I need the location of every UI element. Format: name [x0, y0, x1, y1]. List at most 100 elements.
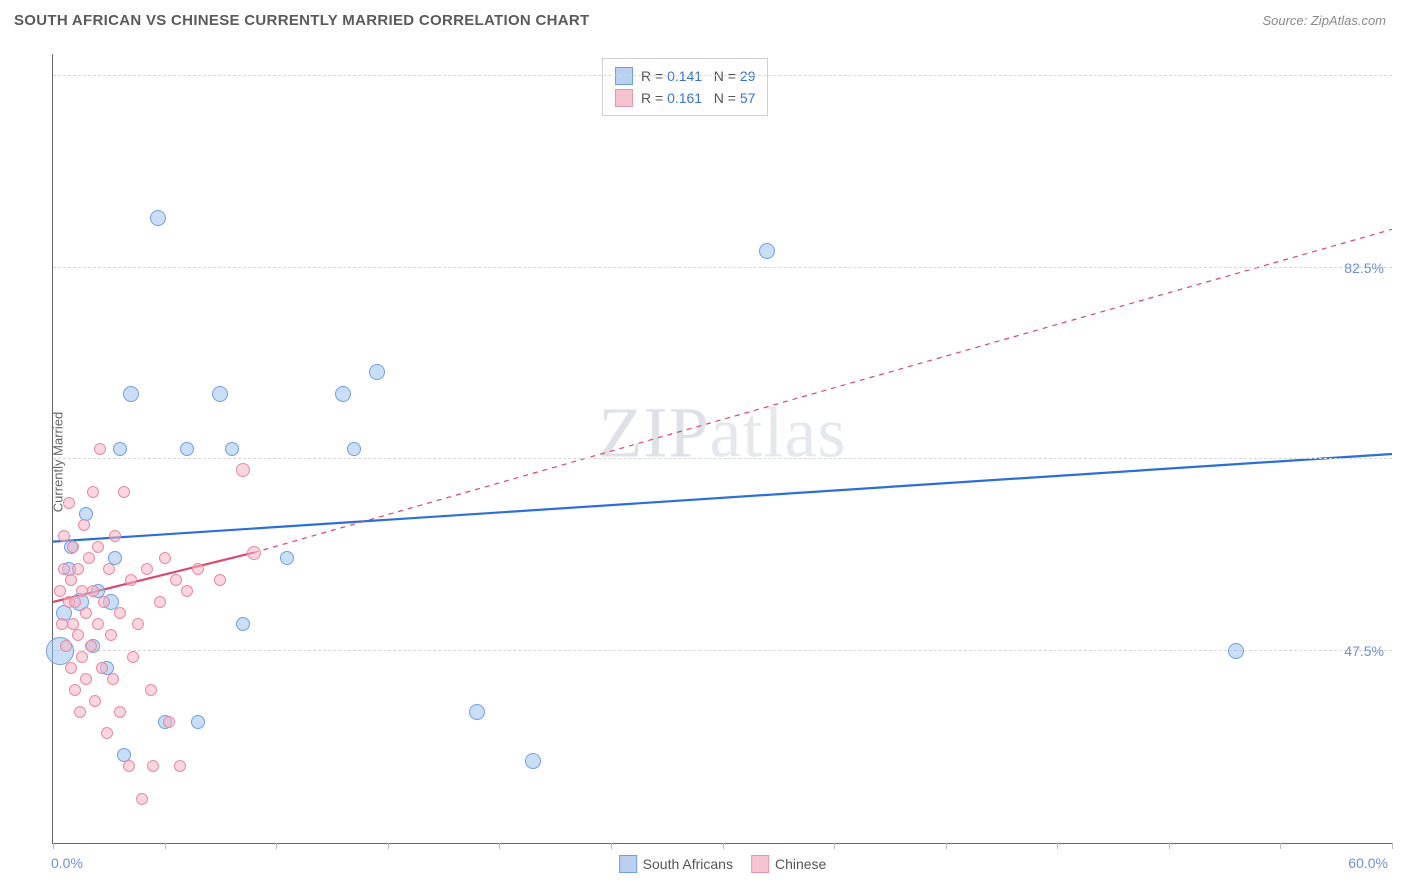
data-point-chinese — [78, 519, 90, 531]
data-point-chinese — [174, 760, 186, 772]
legend-text: R = 0.141 N = 29 — [641, 68, 755, 84]
data-point-chinese — [127, 651, 139, 663]
watermark: ZIPatlas — [599, 391, 847, 474]
data-point-south_africans — [236, 617, 250, 631]
data-point-chinese — [163, 716, 175, 728]
source-attribution: Source: ZipAtlas.com — [1262, 13, 1386, 28]
data-point-chinese — [147, 760, 159, 772]
data-point-south_africans — [369, 364, 385, 380]
data-point-chinese — [118, 486, 130, 498]
data-point-chinese — [159, 552, 171, 564]
data-point-chinese — [80, 673, 92, 685]
data-point-chinese — [109, 530, 121, 542]
x-tick — [276, 843, 277, 849]
data-point-chinese — [80, 607, 92, 619]
data-point-chinese — [83, 552, 95, 564]
data-point-chinese — [105, 629, 117, 641]
x-tick — [1392, 843, 1393, 849]
x-tick-label: 60.0% — [1348, 855, 1388, 871]
data-point-chinese — [58, 530, 70, 542]
x-tick — [499, 843, 500, 849]
data-point-chinese — [74, 706, 86, 718]
gridline-h — [53, 458, 1392, 459]
legend-row: R = 0.141 N = 29 — [615, 65, 755, 87]
data-point-chinese — [94, 443, 106, 455]
x-tick-label: 0.0% — [51, 855, 83, 871]
data-point-chinese — [103, 563, 115, 575]
data-point-chinese — [145, 684, 157, 696]
data-point-chinese — [60, 640, 72, 652]
data-point-chinese — [54, 585, 66, 597]
legend-swatch — [615, 89, 633, 107]
data-point-south_africans — [150, 210, 166, 226]
data-point-south_africans — [469, 704, 485, 720]
data-point-south_africans — [180, 442, 194, 456]
data-point-chinese — [87, 585, 99, 597]
data-point-chinese — [154, 596, 166, 608]
data-point-chinese — [114, 607, 126, 619]
data-point-south_africans — [525, 753, 541, 769]
series-legend: South Africans Chinese — [619, 855, 827, 873]
data-point-south_africans — [280, 551, 294, 565]
data-point-south_africans — [113, 442, 127, 456]
data-point-south_africans — [347, 442, 361, 456]
data-point-chinese — [170, 574, 182, 586]
data-point-chinese — [76, 651, 88, 663]
data-point-chinese — [114, 706, 126, 718]
data-point-chinese — [69, 596, 81, 608]
data-point-chinese — [123, 760, 135, 772]
data-point-chinese — [101, 727, 113, 739]
x-tick — [946, 843, 947, 849]
series-legend-item: South Africans — [619, 855, 733, 873]
data-point-chinese — [72, 563, 84, 575]
x-tick — [388, 843, 389, 849]
x-tick — [1057, 843, 1058, 849]
correlation-legend: R = 0.141 N = 29 R = 0.161 N = 57 — [602, 58, 768, 116]
data-point-chinese — [132, 618, 144, 630]
data-point-chinese — [125, 574, 137, 586]
data-point-chinese — [85, 640, 97, 652]
legend-row: R = 0.161 N = 57 — [615, 87, 755, 109]
data-point-south_africans — [1228, 643, 1244, 659]
data-point-south_africans — [759, 243, 775, 259]
data-point-chinese — [181, 585, 193, 597]
data-point-chinese — [214, 574, 226, 586]
x-tick — [1169, 843, 1170, 849]
legend-swatch — [751, 855, 769, 873]
data-point-chinese — [67, 541, 79, 553]
legend-swatch — [615, 67, 633, 85]
data-point-chinese — [141, 563, 153, 575]
legend-swatch — [619, 855, 637, 873]
x-tick — [834, 843, 835, 849]
x-tick — [53, 843, 54, 849]
x-tick — [611, 843, 612, 849]
series-legend-label: Chinese — [775, 856, 826, 872]
data-point-chinese — [69, 684, 81, 696]
data-point-chinese — [63, 497, 75, 509]
chart-container: Currently Married ZIPatlas R = 0.141 N =… — [14, 44, 1392, 880]
data-point-chinese — [72, 629, 84, 641]
data-point-south_africans — [191, 715, 205, 729]
x-tick — [723, 843, 724, 849]
data-point-chinese — [92, 541, 104, 553]
x-tick — [165, 843, 166, 849]
data-point-chinese — [236, 463, 250, 477]
legend-text: R = 0.161 N = 57 — [641, 90, 755, 106]
data-point-south_africans — [335, 386, 351, 402]
data-point-chinese — [92, 618, 104, 630]
data-point-chinese — [98, 596, 110, 608]
data-point-south_africans — [212, 386, 228, 402]
data-point-chinese — [247, 546, 261, 560]
y-tick-label: 82.5% — [1344, 260, 1384, 276]
data-point-chinese — [65, 662, 77, 674]
data-point-chinese — [65, 574, 77, 586]
x-tick — [1280, 843, 1281, 849]
trend-lines — [53, 54, 1392, 843]
data-point-chinese — [89, 695, 101, 707]
data-point-chinese — [136, 793, 148, 805]
data-point-chinese — [107, 673, 119, 685]
gridline-h — [53, 267, 1392, 268]
data-point-chinese — [192, 563, 204, 575]
series-legend-label: South Africans — [643, 856, 733, 872]
chart-title: SOUTH AFRICAN VS CHINESE CURRENTLY MARRI… — [14, 12, 590, 29]
